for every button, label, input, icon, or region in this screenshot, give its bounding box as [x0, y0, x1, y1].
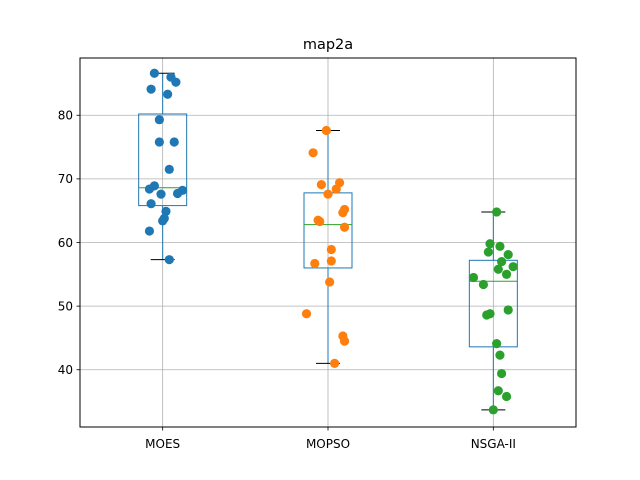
data-point [308, 148, 318, 158]
data-point [149, 68, 159, 78]
points-layer [144, 68, 518, 415]
data-point [468, 272, 479, 283]
data-point [146, 199, 156, 209]
data-point [164, 164, 174, 174]
data-point [321, 125, 331, 136]
data-point [144, 184, 155, 194]
data-point [485, 239, 495, 249]
data-point [503, 305, 513, 315]
data-point [492, 207, 502, 217]
data-point [310, 258, 320, 269]
data-point [482, 310, 492, 320]
data-point [156, 189, 166, 199]
data-point [161, 206, 171, 216]
data-point [339, 222, 350, 232]
data-point [488, 405, 498, 415]
data-point [492, 339, 502, 349]
x-tick-label: MOPSO [306, 437, 350, 451]
data-point [497, 256, 507, 267]
data-point [508, 262, 518, 272]
data-point [154, 115, 164, 125]
data-point [301, 309, 312, 319]
data-point [503, 249, 513, 260]
data-point [478, 279, 489, 290]
data-point [497, 368, 507, 379]
data-point [325, 277, 335, 287]
data-point [501, 391, 512, 402]
x-tick-label: MOES [145, 437, 180, 451]
data-point [495, 241, 505, 251]
data-point [163, 89, 173, 99]
data-point [338, 207, 348, 218]
data-point [144, 226, 155, 236]
x-tick-label: NSGA-II [471, 437, 516, 451]
data-point [326, 256, 336, 266]
data-point [330, 358, 340, 368]
data-point [495, 350, 505, 360]
data-point [146, 84, 156, 94]
data-point [326, 244, 336, 255]
chart-title: map2a [303, 37, 353, 53]
data-point [483, 247, 493, 257]
data-point [493, 264, 503, 274]
data-point [169, 137, 179, 147]
box-iqr [138, 113, 188, 207]
data-point [316, 180, 326, 190]
data-point [501, 269, 512, 279]
data-point [172, 188, 183, 199]
ticks-layer: 40 50 60 70 80 MOES MOPSO NSGA-II [58, 109, 516, 451]
data-point [171, 77, 181, 87]
data-point [331, 184, 341, 194]
data-point [154, 137, 164, 147]
y-tick-label: 50 [58, 299, 73, 313]
y-tick-label: 70 [58, 172, 73, 186]
y-tick-label: 40 [58, 363, 73, 377]
data-point [315, 216, 325, 227]
y-tick-label: 80 [58, 109, 73, 123]
data-point [164, 255, 174, 265]
data-point [493, 386, 503, 396]
data-point [158, 216, 168, 226]
y-tick-label: 60 [58, 236, 73, 250]
data-point [339, 336, 350, 346]
data-point [323, 189, 333, 199]
